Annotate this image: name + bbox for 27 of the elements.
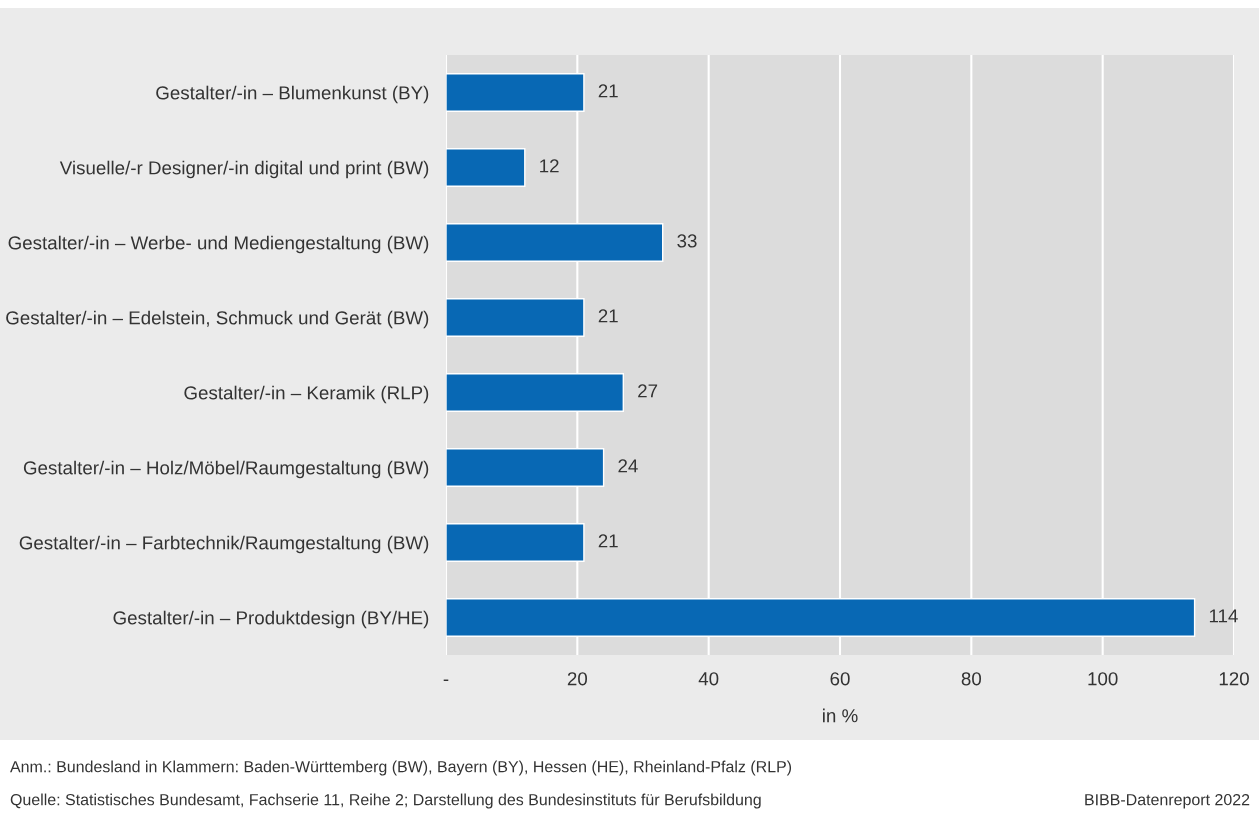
data-label: 114: [1209, 609, 1238, 623]
data-label: 24: [618, 459, 638, 473]
y-tick-label: Gestalter/-in – Holz/Möbel/Raumgestaltung (BW): [23, 460, 429, 479]
x-tick-label: -: [443, 679, 449, 682]
x-axis-title: in %: [823, 708, 858, 723]
y-tick-label: Gestalter/-in – Produktdesign (BY/HE): [113, 610, 429, 629]
y-tick-label: Gestalter/-in – Werbe- und Mediengestaltung (BW): [8, 235, 429, 254]
y-tick-label: Gestalter/-in – Blumenkunst (BY): [156, 85, 429, 104]
data-label: 27: [638, 384, 658, 398]
x-tick-label: 80: [961, 672, 982, 686]
x-tick-label: 100: [1088, 672, 1118, 686]
data-label: 21: [598, 534, 618, 548]
y-tick-label: Gestalter/-in – Farbtechnik/Raumgestaltung (BW): [19, 535, 429, 554]
x-tick-label: 120: [1219, 672, 1249, 686]
source-note: Quelle: Statistisches Bundesamt, Fachserie 11, Reihe 2; Darstellung des Bundesinstituts für Berufsbildung: [10, 793, 761, 809]
y-tick-label: Gestalter/-in – Edelstein, Schmuck und Gerät (BW): [6, 310, 429, 329]
x-tick-label: 60: [830, 672, 850, 686]
x-tick-label: 20: [567, 672, 588, 686]
text: Anm.: Bundesland in Klammern: Baden-Württemberg (BW), Bayern (BY), Hessen (HE), Rheinland-Pfalz (RLP): [10, 760, 792, 776]
data-label: 12: [540, 159, 559, 173]
x-tick-label: 40: [698, 672, 719, 686]
data-label: 21: [598, 309, 618, 323]
y-tick-label: Gestalter/-in – Keramik (RLP): [184, 385, 429, 404]
data-label: 33: [677, 234, 697, 248]
data-label: 21: [598, 84, 618, 98]
text: BIBB-Datenreport 2022: [1085, 793, 1250, 809]
y-tick-label: Visuelle/-r Designer/-in digital und print (BW): [59, 160, 429, 179]
